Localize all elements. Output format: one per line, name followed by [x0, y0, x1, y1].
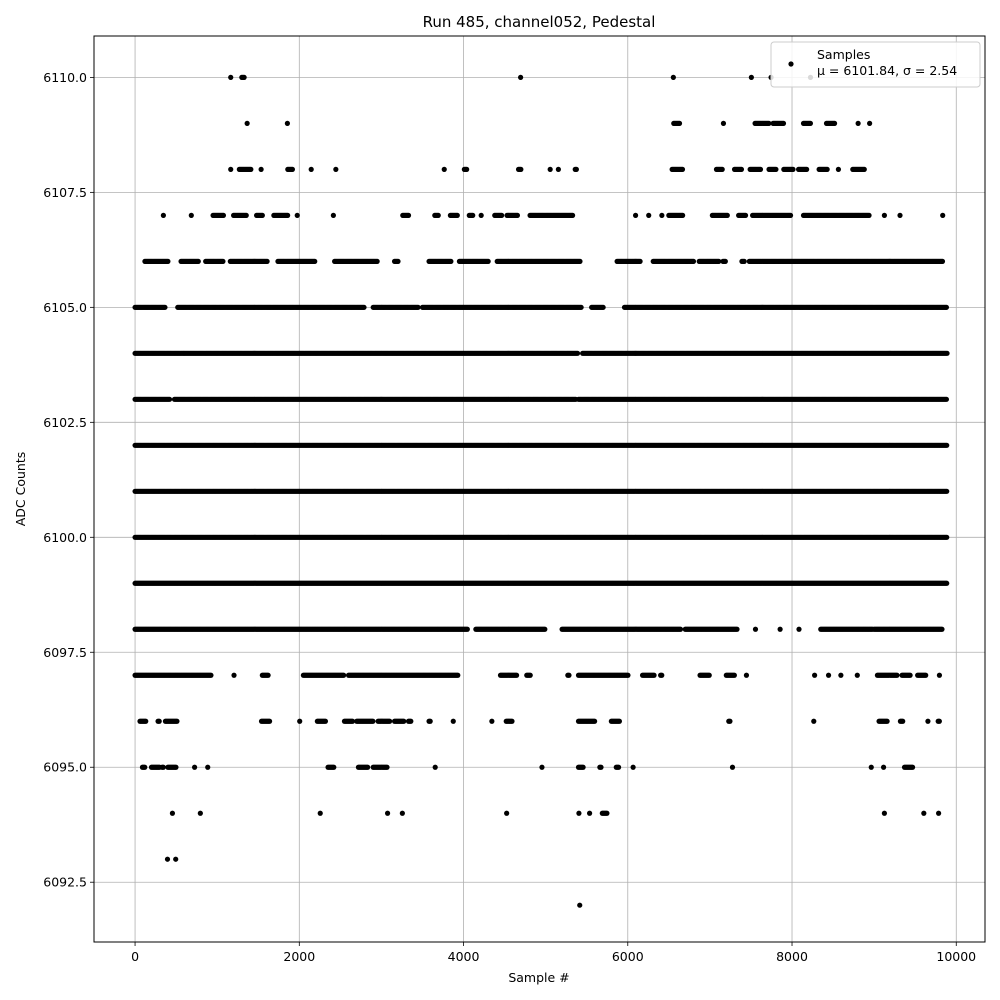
data-point	[780, 120, 787, 126]
data-point	[220, 258, 226, 264]
data-point	[866, 212, 872, 218]
data-point	[312, 258, 318, 264]
data-point	[165, 258, 171, 264]
data-point	[485, 258, 491, 264]
data-point	[448, 258, 454, 264]
data-point	[742, 212, 749, 218]
data-point	[824, 166, 830, 172]
data-point	[308, 166, 314, 172]
data-point	[804, 166, 810, 172]
data-point	[244, 120, 250, 126]
data-point	[600, 304, 606, 310]
data-point	[831, 120, 838, 126]
data-point	[294, 212, 300, 218]
data-point	[166, 396, 173, 402]
data-point	[939, 258, 946, 264]
data-point	[470, 212, 476, 218]
data-point	[867, 120, 873, 126]
data-point	[395, 258, 401, 264]
data-point	[944, 442, 950, 448]
data-point	[514, 212, 521, 218]
data-point	[646, 212, 652, 218]
data-point	[264, 258, 270, 264]
data-point	[679, 166, 686, 172]
data-point	[632, 212, 639, 218]
data-point	[162, 304, 168, 310]
data-point	[228, 166, 234, 172]
data-point	[773, 166, 779, 172]
data-point	[722, 258, 728, 264]
data-point	[944, 350, 950, 356]
data-point	[258, 166, 264, 172]
data-point	[220, 212, 227, 218]
data-point	[285, 212, 291, 218]
data-point	[787, 212, 794, 218]
data-point	[188, 212, 194, 218]
data-point	[766, 120, 772, 126]
data-point	[940, 212, 946, 218]
data-point	[897, 212, 903, 218]
data-point	[248, 166, 254, 172]
data-point	[748, 74, 754, 80]
data-point	[790, 166, 796, 172]
data-point	[659, 212, 665, 218]
data-point	[160, 212, 166, 218]
data-point	[637, 258, 643, 264]
data-point	[835, 166, 842, 172]
data-point	[499, 212, 505, 218]
data-point	[690, 258, 697, 264]
data-point	[330, 212, 336, 218]
data-point	[720, 120, 727, 126]
data-point	[555, 166, 561, 172]
data-point	[807, 120, 814, 126]
data-point	[405, 212, 412, 218]
data-point	[670, 74, 676, 80]
data-point	[435, 212, 441, 218]
data-point	[547, 166, 553, 172]
data-point	[415, 304, 421, 310]
data-point	[943, 396, 950, 402]
data-point	[569, 212, 576, 218]
data-point	[243, 212, 249, 218]
data-point	[757, 166, 764, 172]
data-point	[284, 120, 290, 126]
data-point	[741, 258, 747, 264]
data-point	[464, 166, 470, 172]
data-point	[241, 74, 247, 80]
data-point	[724, 212, 730, 218]
data-points	[132, 74, 950, 908]
data-point	[259, 212, 265, 218]
data-point	[944, 488, 950, 494]
data-point	[577, 258, 583, 264]
data-point	[518, 166, 524, 172]
data-point	[676, 120, 683, 126]
data-point	[738, 166, 745, 172]
data-point	[289, 166, 296, 172]
data-point	[861, 166, 867, 172]
data-point	[719, 166, 725, 172]
chart-title: Run 485, channel052, Pedestal	[423, 13, 656, 31]
data-point	[943, 304, 950, 310]
data-point	[478, 212, 484, 218]
data-point	[441, 166, 447, 172]
data-point	[574, 350, 581, 356]
data-point	[454, 212, 460, 218]
data-point	[881, 212, 888, 218]
data-point	[374, 258, 380, 264]
data-point	[855, 120, 861, 126]
data-point	[573, 166, 579, 172]
data-point	[578, 304, 584, 310]
data-point	[518, 74, 524, 80]
data-point	[195, 258, 201, 264]
data-point	[361, 304, 367, 310]
data-point	[680, 212, 686, 218]
data-point	[228, 74, 234, 80]
data-point	[333, 166, 339, 172]
data-point	[716, 258, 722, 264]
